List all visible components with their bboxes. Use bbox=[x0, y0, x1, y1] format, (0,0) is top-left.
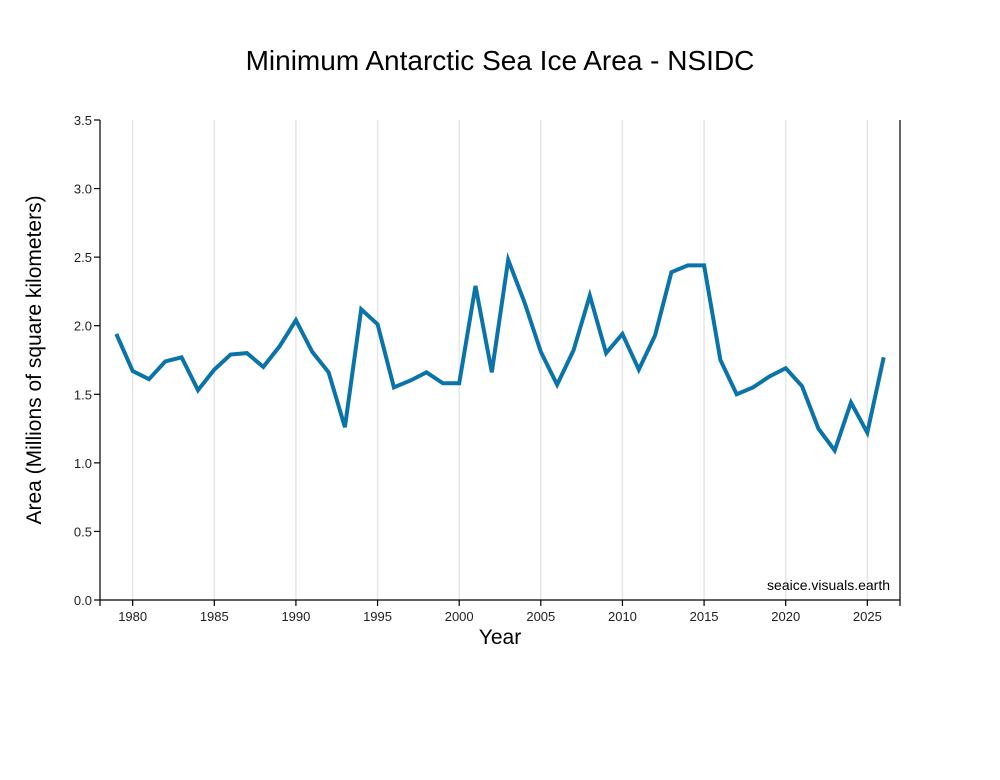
series-line bbox=[114, 252, 886, 455]
y-tick-label: 3.0 bbox=[74, 182, 92, 197]
watermark-text: seaice.visuals.earth bbox=[767, 577, 890, 593]
y-tick-label: 2.0 bbox=[74, 319, 92, 334]
x-tick-label: 1985 bbox=[200, 609, 229, 624]
x-tick-label: 2000 bbox=[445, 609, 474, 624]
x-tick-label: 2025 bbox=[853, 609, 882, 624]
y-tick-label: 1.0 bbox=[74, 456, 92, 471]
x-tick-label: 2020 bbox=[771, 609, 800, 624]
y-tick-label: 0.5 bbox=[74, 524, 92, 539]
axes bbox=[99, 120, 901, 606]
x-tick-label: 1995 bbox=[363, 609, 392, 624]
y-tick-label: 3.5 bbox=[74, 113, 92, 128]
x-tick-label: 2015 bbox=[690, 609, 719, 624]
x-tick-label: 2005 bbox=[526, 609, 555, 624]
y-axis-ticks: 0.0 0.5 1.0 1.5 2.0 2.5 3.0 3.5 bbox=[74, 113, 100, 608]
y-tick-label: 0.0 bbox=[74, 593, 92, 608]
x-tick-label: 1980 bbox=[118, 609, 147, 624]
x-axis-ticks: 1980 1985 1990 1995 2000 2005 2010 2015 2020 2025 bbox=[118, 600, 882, 624]
y-tick-label: 2.5 bbox=[74, 250, 92, 265]
y-tick-label: 1.5 bbox=[74, 387, 92, 402]
grid-lines bbox=[131, 120, 869, 600]
x-tick-label: 1990 bbox=[281, 609, 310, 624]
series-group bbox=[114, 252, 886, 455]
x-tick-label: 2010 bbox=[608, 609, 637, 624]
x-axis-label: Year bbox=[479, 626, 521, 649]
y-axis-label: Area (Millions of square kilometers) bbox=[23, 195, 46, 524]
chart-title: Minimum Antarctic Sea Ice Area - NSIDC bbox=[246, 45, 755, 76]
